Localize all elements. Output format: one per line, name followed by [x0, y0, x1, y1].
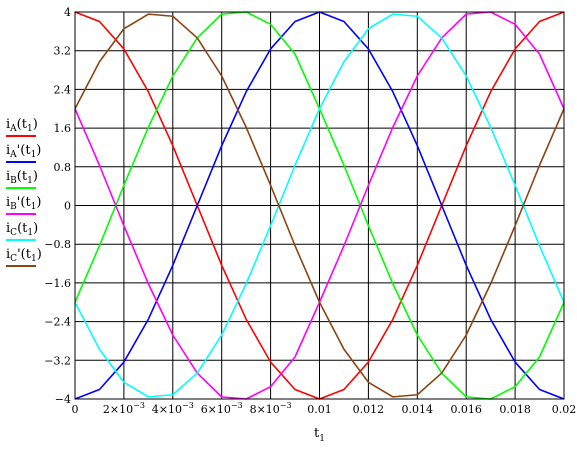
legend-label: iB'(t1) — [6, 195, 42, 212]
legend-label: iA(t1) — [6, 117, 38, 134]
y-tick-label: −1.6 — [44, 277, 71, 290]
series-lines — [74, 11, 565, 400]
y-tick-label: 0.8 — [54, 161, 72, 174]
legend-label: iA'(t1) — [6, 143, 41, 160]
y-tick-label: −3.2 — [44, 354, 71, 367]
x-tick-label: 0.018 — [499, 403, 531, 416]
grid — [74, 11, 565, 400]
x-axis-label: t1 — [314, 426, 325, 444]
x-tick-label: 0.012 — [353, 403, 385, 416]
plot-frame — [74, 11, 565, 400]
y-tick-label: −2.4 — [44, 316, 71, 329]
y-tick-label: 1.6 — [54, 122, 72, 135]
y-tick-label: 2.4 — [54, 83, 72, 96]
y-tick-label: −4 — [55, 393, 71, 406]
x-axis-ticks: 0 2×10−3 4×10−3 6×10−3 8×10−3 0.01 0.012 0.014 0… — [72, 401, 577, 416]
legend-label: iB(t1) — [6, 169, 38, 186]
x-tick-label: 0.016 — [450, 403, 482, 416]
x-tick-label: 0 — [72, 403, 79, 416]
y-tick-label: −0.8 — [44, 238, 71, 251]
y-tick-label: 0 — [64, 200, 71, 213]
x-tick-label: 4×10−3 — [152, 401, 194, 416]
legend-label: iC'(t1) — [6, 247, 42, 264]
y-axis-ticks: 4 3.2 2.4 1.6 0.8 0 −0.8 −1.6 −2.4 −3.2 −4 — [44, 6, 71, 406]
series-line-c-prime — [74, 13, 565, 398]
x-tick-label: 0.014 — [402, 403, 434, 416]
legend-label: iC(t1) — [6, 221, 38, 238]
x-tick-label: 0.02 — [552, 403, 577, 416]
x-axis-label-sub: 1 — [319, 434, 325, 444]
x-tick-label: 0.01 — [307, 403, 332, 416]
y-tick-label: 4 — [64, 6, 71, 19]
x-tick-label: 2×10−3 — [103, 401, 145, 416]
y-tick-label: 3.2 — [54, 45, 72, 58]
series-line-c — [74, 13, 565, 398]
x-tick-label: 6×10−3 — [201, 401, 243, 416]
x-axis-label-main: t — [314, 426, 320, 441]
x-tick-label: 8×10−3 — [250, 401, 292, 416]
legend: iA(t1) iA'(t1) iB(t1) iB'(t1) iC(t1) iC'(t1) — [6, 117, 42, 267]
